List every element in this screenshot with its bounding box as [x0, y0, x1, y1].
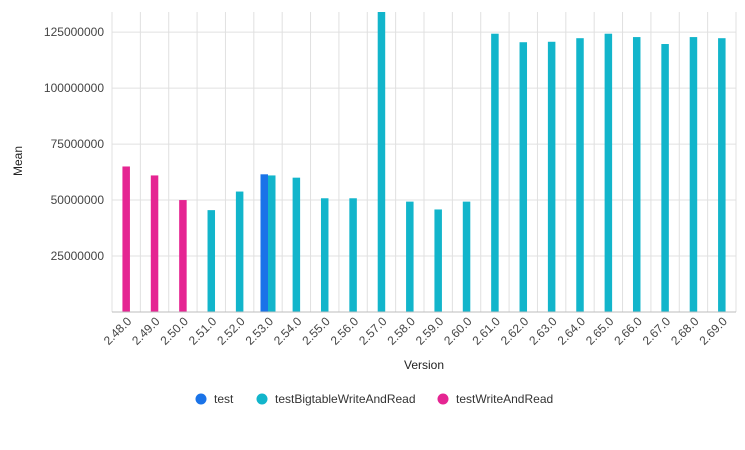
bar: [150, 175, 159, 312]
legend-item: testWriteAndRead: [437, 392, 553, 406]
x-tick-label: 2.62.0: [498, 314, 532, 348]
y-tick-label: 75000000: [51, 137, 105, 151]
bar: [349, 198, 357, 312]
axes: 25000000 50000000 75000000 100000000 1250000…: [44, 25, 736, 348]
y-tick-label: 100000000: [44, 81, 104, 95]
x-tick-label: 2.69.0: [696, 314, 730, 348]
x-tick-label: 2.56.0: [328, 314, 362, 348]
legend-item: testBigtableWriteAndRead: [256, 392, 416, 406]
y-tick-label: 50000000: [51, 193, 105, 207]
bar: [718, 38, 726, 312]
y-tick-label: 125000000: [44, 25, 104, 39]
legend: test testBigtableWriteAndRead testWriteAnd…: [195, 392, 553, 406]
legend-label: test: [214, 392, 234, 406]
x-tick-label: 2.52.0: [214, 314, 248, 348]
bar: [122, 166, 130, 312]
legend-swatch: [256, 393, 268, 405]
bar: [260, 174, 268, 312]
x-tick-label: 2.51.0: [186, 314, 220, 348]
bar: [235, 191, 244, 312]
x-tick-label: 2.66.0: [611, 314, 645, 348]
bar: [519, 42, 528, 313]
bar: [632, 37, 641, 313]
x-tick-label: 2.48.0: [101, 314, 135, 348]
x-axis-title: Version: [404, 358, 444, 372]
x-tick-label: 2.55.0: [299, 314, 333, 348]
bar: [179, 200, 187, 312]
bar: [377, 12, 386, 312]
legend-label: testBigtableWriteAndRead: [275, 392, 416, 406]
legend-swatch: [437, 393, 449, 405]
y-tick-label: 25000000: [51, 249, 105, 263]
x-tick-label: 2.53.0: [243, 314, 277, 348]
x-tick-label: 2.60.0: [441, 314, 475, 348]
bar: [434, 209, 442, 312]
grid-lines: [111, 12, 737, 312]
bar: [604, 33, 613, 312]
x-tick-label: 2.68.0: [668, 314, 702, 348]
x-tick-label: 2.54.0: [271, 314, 305, 348]
legend-item: test: [195, 392, 234, 406]
legend-label: testWriteAndRead: [456, 392, 553, 406]
x-tick-label: 2.64.0: [555, 314, 589, 348]
bars: [122, 12, 726, 313]
bar: [491, 33, 499, 312]
bar: [406, 201, 414, 312]
bar: [547, 41, 556, 312]
legend-swatch: [195, 393, 207, 405]
x-tick-label: 2.67.0: [640, 314, 674, 348]
bar: [320, 198, 329, 312]
y-axis-title: Mean: [11, 146, 25, 176]
x-tick-label: 2.59.0: [413, 314, 447, 348]
x-tick-label: 2.61.0: [470, 314, 504, 348]
bar: [689, 37, 698, 313]
bar: [292, 177, 301, 312]
x-tick-label: 2.57.0: [356, 314, 390, 348]
bar: [661, 44, 669, 313]
bar: [462, 201, 471, 312]
x-tick-label: 2.50.0: [158, 314, 192, 348]
bar: [268, 175, 276, 312]
bar: [207, 210, 216, 312]
x-tick-label: 2.58.0: [384, 314, 418, 348]
x-tick-label: 2.63.0: [526, 314, 560, 348]
bar: [576, 38, 584, 312]
x-tick-label: 2.49.0: [129, 314, 163, 348]
x-tick-label: 2.65.0: [583, 314, 617, 348]
